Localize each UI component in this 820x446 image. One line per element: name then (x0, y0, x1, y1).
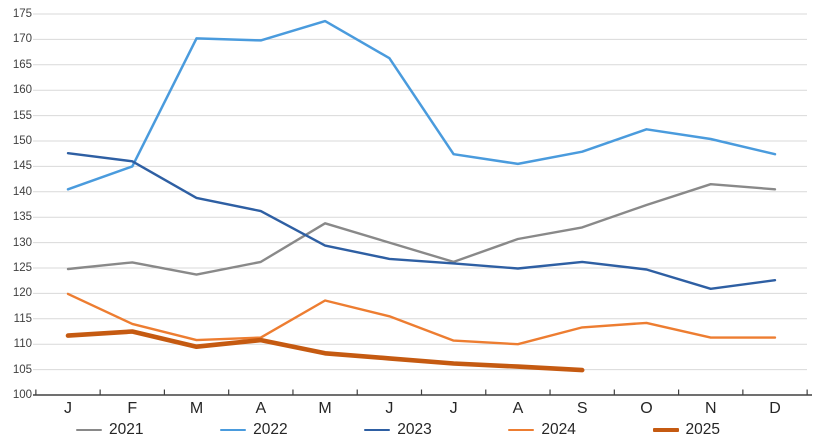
y-tick-label-140: 140 (12, 185, 32, 198)
legend-item-2022: 2022 (220, 420, 288, 440)
x-category-label-3: A (255, 400, 267, 417)
y-tick-label-165: 165 (12, 58, 32, 71)
x-category-label-5: J (385, 400, 394, 417)
y-tick-label-135: 135 (12, 211, 32, 224)
x-category-label-2: M (189, 400, 204, 417)
legend-marker-2025 (652, 427, 679, 433)
legend-marker-2024 (508, 428, 535, 432)
legend-marker-2021 (76, 428, 102, 432)
x-category-label-1: F (127, 400, 138, 417)
x-category-label-8: S (576, 400, 588, 417)
x-category-label-0: J (64, 400, 72, 417)
legend-item-2025: 2025 (652, 420, 720, 440)
legend-label-2024: 2024 (541, 421, 576, 438)
y-tick-label-175: 175 (12, 8, 32, 20)
x-category-label-4: M (318, 400, 332, 417)
series-line-2021 (66, 182, 777, 276)
legend-label-2025: 2025 (685, 421, 720, 438)
y-tick-label-145: 145 (12, 160, 32, 173)
y-tick-label-105: 105 (12, 363, 32, 376)
y-tick-label-150: 150 (12, 135, 32, 147)
series-line-2022 (66, 19, 777, 191)
legend-marker-2023 (364, 428, 391, 432)
legend-marker-2022 (220, 428, 247, 432)
legend-label-2021: 2021 (109, 421, 144, 438)
legend-label-2023: 2023 (397, 421, 432, 438)
y-tick-label-110: 110 (13, 338, 32, 351)
y-tick-label-100: 100 (12, 389, 32, 401)
legend: 2021 2022 2023 2024 2025 (0, 416, 820, 444)
y-tick-label-130: 130 (12, 236, 32, 249)
x-category-label-7: A (512, 400, 524, 417)
legend-item-2024: 2024 (508, 420, 576, 440)
x-category-label-11: D (769, 400, 781, 417)
y-tick-label-125: 125 (12, 262, 32, 274)
series-line-2023 (66, 151, 777, 290)
x-category-label-10: N (704, 400, 717, 417)
y-tick-label-155: 155 (12, 109, 32, 122)
y-tick-label-115: 115 (13, 312, 32, 325)
y-tick-label-120: 120 (12, 287, 32, 300)
x-category-label-6: J (449, 400, 458, 417)
legend-item-2021: 2021 (76, 420, 143, 440)
y-tick-label-170: 170 (12, 33, 32, 46)
y-tick-label-160: 160 (12, 84, 32, 97)
x-category-label-9: O (640, 400, 653, 417)
series-line-2025 (65, 329, 585, 373)
series-line-2024 (66, 292, 777, 346)
legend-item-2023: 2023 (364, 420, 432, 440)
legend-label-2022: 2022 (253, 421, 288, 438)
